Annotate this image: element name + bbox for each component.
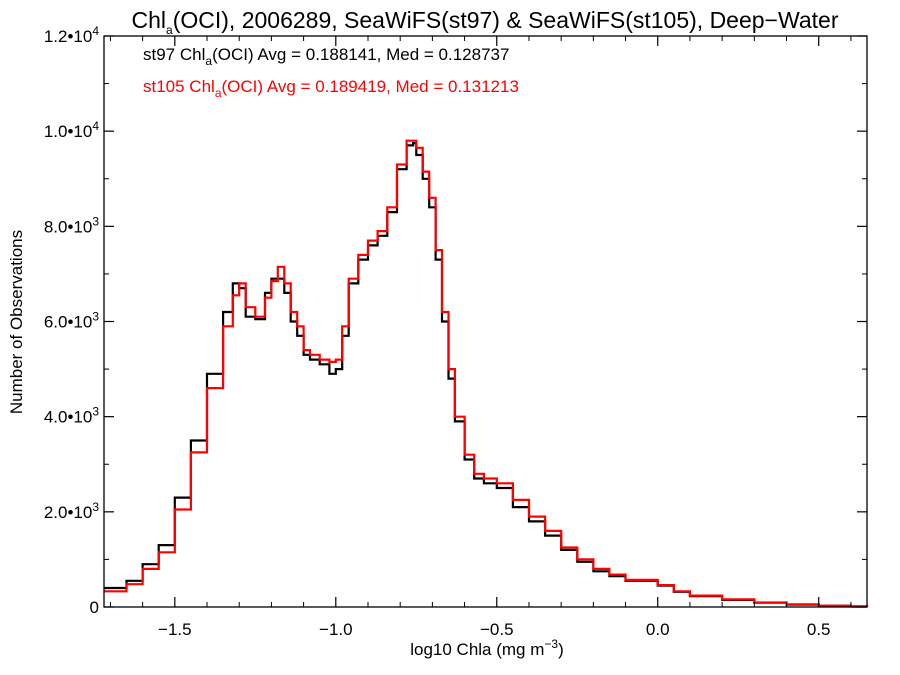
legend-entry-st97: st97 Chla(OCI) Avg = 0.188141, Med = 0.1…	[143, 45, 509, 68]
series-line-st105	[104, 139, 869, 608]
x-tick-label: −0.5	[480, 620, 514, 639]
x-axis-label: log10 Chla (mg m−3)	[410, 637, 564, 659]
y-tick-label: 4.0•103	[44, 405, 100, 427]
y-tick-label: 1.2•104	[44, 24, 100, 46]
axes-layer: −1.5 −1.0 −0.5 0.0 0.5 0 2.0•103 4.0•103 6.0•103…	[44, 24, 867, 639]
series-line-st97	[104, 142, 869, 608]
y-tick-label: 2.0•103	[44, 500, 100, 522]
legend-entry-st105: st105 Chla(OCI) Avg = 0.189419, Med = 0.…	[143, 77, 519, 100]
series-layer	[104, 139, 869, 608]
legend: st97 Chla(OCI) Avg = 0.188141, Med = 0.1…	[143, 45, 519, 100]
x-tick-label: 0.5	[807, 620, 831, 639]
y-tick-label: 8.0•103	[44, 214, 100, 236]
y-tick-label: 0	[90, 598, 99, 617]
chart-title: Chla(OCI), 2006289, SeaWiFS(st97) & SeaW…	[132, 7, 839, 37]
y-axis-label: Number of Observations	[7, 230, 26, 414]
x-tick-label: −1.0	[319, 620, 353, 639]
plot-frame	[103, 35, 868, 608]
x-tick-label: −1.5	[158, 620, 192, 639]
x-tick-label: 0.0	[646, 620, 670, 639]
y-tick-label: 1.0•104	[44, 119, 100, 141]
y-tick-label: 6.0•103	[44, 310, 100, 332]
